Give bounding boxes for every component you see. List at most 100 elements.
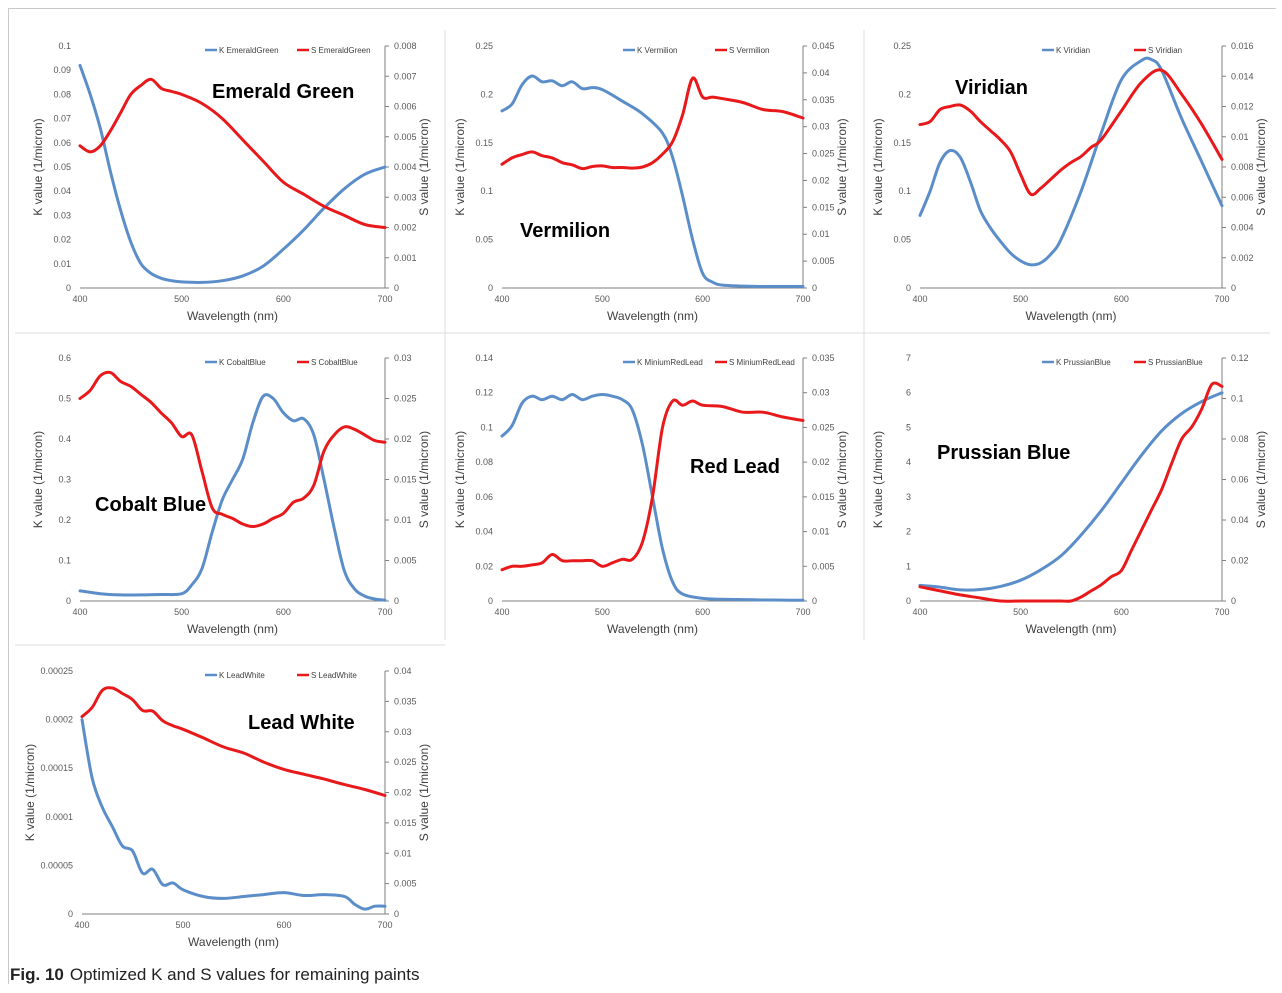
x-axis-title: Wavelength (nm) [187,309,278,323]
y2-tick-label: 0 [394,909,399,919]
x-tick-label: 700 [795,294,810,304]
y2-tick-label: 0.03 [394,727,412,737]
caption-text: Optimized K and S values for remaining p… [69,965,420,984]
y-tick-label: 0.00005 [40,860,73,870]
y-tick-label: 0 [906,283,911,293]
chart-title: Lead White [248,712,355,734]
y-tick-label: 0.1 [480,186,493,196]
y2-tick-label: 0.007 [394,71,417,81]
y2-tick-label: 0.04 [1231,515,1249,525]
x-tick-label: 600 [695,607,710,617]
y-tick-label: 0.1 [898,186,911,196]
y-tick-label: 0.05 [893,235,911,245]
y2-tick-label: 0.006 [1231,192,1254,202]
y-tick-label: 0.2 [898,89,911,99]
x-tick-label: 700 [377,920,392,930]
x-tick-label: 400 [912,607,927,617]
y2-axis-title: S value (1/micron) [417,431,431,528]
x-tick-label: 500 [1013,607,1028,617]
y-axis-title: K value (1/micron) [31,431,45,528]
s-series-line [80,686,387,797]
y2-axis-title: S value (1/micron) [835,431,849,528]
y-tick-label: 0 [68,909,73,919]
x-tick-label: 500 [174,294,189,304]
chart-title: Red Lead [690,456,780,478]
y2-tick-label: 0.005 [394,132,417,142]
y2-tick-label: 0.01 [1231,132,1249,142]
legend-label: K PrussianBlue [1056,358,1111,367]
y-tick-label: 0.2 [58,515,71,525]
y2-axis-title: S value (1/micron) [417,118,431,215]
y-tick-label: 0.15 [475,138,493,148]
y2-tick-label: 0.01 [394,848,412,858]
y2-tick-label: 0 [1231,596,1236,606]
y2-tick-label: 0.025 [394,394,417,404]
k-series-line [500,74,805,289]
legend-label: S LeadWhite [311,671,357,680]
y2-tick-label: 0.045 [812,41,835,51]
chart-title: Emerald Green [212,81,354,103]
chart-panel-3: 400 500 600 70000.050.10.150.20.2500.0020.0… [871,41,1268,323]
y-tick-label: 0 [906,596,911,606]
x-axis-title: Wavelength (nm) [1026,309,1117,323]
legend-label: K EmeraldGreen [219,46,279,55]
y-tick-label: 0 [66,596,71,606]
k-series-line [80,718,387,911]
chart-title: Prussian Blue [937,442,1070,464]
y2-tick-label: 0.06 [1231,475,1249,485]
y2-tick-label: 0.04 [394,666,412,676]
y-tick-label: 0.12 [475,388,493,398]
y2-axis-title: S value (1/micron) [417,744,431,841]
x-tick-label: 700 [795,607,810,617]
y-tick-label: 7 [906,353,911,363]
y-tick-label: 0.03 [53,210,71,220]
x-tick-label: 500 [174,607,189,617]
figure-label: Fig. 10 [10,965,64,984]
chart-panel-2: 400 500 600 70000.050.10.150.20.2500.0050.0… [453,41,849,323]
y2-axis-title: S value (1/micron) [1254,431,1268,528]
x-axis-title: Wavelength (nm) [188,935,279,949]
figure-frame [8,8,1276,984]
y2-tick-label: 0.02 [394,434,412,444]
y2-tick-label: 0 [812,596,817,606]
y-tick-label: 0.04 [475,527,493,537]
y2-tick-label: 0.005 [812,256,835,266]
chart-title: Vermilion [520,220,610,242]
y-tick-label: 0.07 [53,114,71,124]
x-tick-label: 700 [377,294,392,304]
y-axis-title: K value (1/micron) [871,118,885,215]
y2-tick-label: 0.004 [394,162,417,172]
x-tick-label: 600 [276,920,291,930]
y2-tick-label: 0.002 [1231,253,1254,263]
y2-tick-label: 0 [394,283,399,293]
x-tick-label: 700 [377,607,392,617]
y-tick-label: 6 [906,388,911,398]
k-series-line [78,393,387,602]
y-tick-label: 0.00025 [40,666,73,676]
s-series-line [500,398,805,572]
k-series-line [78,63,387,284]
y2-tick-label: 0.04 [812,68,830,78]
y2-tick-label: 0.016 [1231,41,1254,51]
y-tick-label: 0.05 [475,235,493,245]
chart-title: Viridian [955,77,1028,99]
y2-tick-label: 0.02 [812,457,830,467]
y2-tick-label: 0.02 [812,175,830,185]
legend-label: K LeadWhite [219,671,265,680]
y-axis-title: K value (1/micron) [31,118,45,215]
y-tick-label: 3 [906,492,911,502]
y2-tick-label: 0 [1231,283,1236,293]
y-tick-label: 0.25 [475,41,493,51]
s-series-line [500,76,805,171]
x-tick-label: 600 [1114,607,1129,617]
y-tick-label: 0.1 [58,556,71,566]
y-tick-label: 0.08 [475,457,493,467]
y-tick-label: 0.14 [475,353,493,363]
x-axis-title: Wavelength (nm) [607,622,698,636]
chart-panel-7: 400 500 600 70000.000050.00010.000150.00020… [23,666,431,949]
y2-tick-label: 0.12 [1231,353,1249,363]
y-tick-label: 0.09 [53,65,71,75]
s-series-line [78,370,387,528]
chart-panel-4: 400 500 600 70000.10.20.30.40.50.600.0050.0… [31,353,431,636]
x-tick-label: 500 [175,920,190,930]
